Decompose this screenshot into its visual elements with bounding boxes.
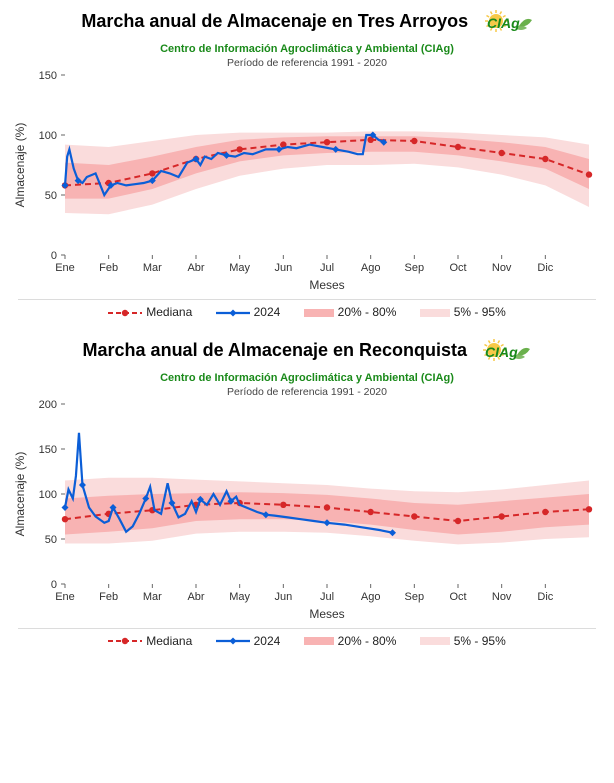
x-axis-label: Meses <box>309 607 344 621</box>
x-tick-label: Abr <box>187 262 204 274</box>
median-point <box>280 501 286 507</box>
x-tick-label: Ago <box>361 591 381 603</box>
y-tick-label: 50 <box>45 190 57 202</box>
x-tick-label: Feb <box>99 262 118 274</box>
median-point <box>324 139 330 145</box>
median-point <box>586 171 592 177</box>
y-tick-label: 150 <box>39 70 57 82</box>
chart-subtitle: Centro de Información Agroclimática y Am… <box>10 372 604 384</box>
median-point <box>455 518 461 524</box>
x-tick-label: Jun <box>274 591 292 603</box>
x-tick-label: Dic <box>537 262 553 274</box>
median-point <box>411 138 417 144</box>
chart-plot: 0 50 100 150 200 Ene Feb Mar Abr May Jun Jul Ago Sep O… <box>10 398 604 628</box>
x-axis-label: Meses <box>309 278 344 292</box>
y-tick-label: 150 <box>39 444 57 456</box>
ciag-logo: CIAg <box>477 335 531 368</box>
median-point <box>498 513 504 519</box>
median-point <box>455 144 461 150</box>
y-tick-label: 100 <box>39 489 57 501</box>
x-tick-label: Ago <box>361 262 381 274</box>
legend-outer-band: 5% - 95% <box>420 634 506 648</box>
chart-block-0: Marcha anual de Almacenaje en Tres Arroy… <box>0 0 614 329</box>
y-axis-label: Almacenaje (%) <box>13 123 27 208</box>
x-tick-label: Mar <box>143 591 162 603</box>
y-tick-label: 0 <box>51 250 57 262</box>
median-point <box>236 146 242 152</box>
chart-title: Marcha anual de Almacenaje en Tres Arroy… <box>81 11 468 32</box>
legend-inner-band: 20% - 80% <box>304 305 397 319</box>
chart-block-1: Marcha anual de Almacenaje en Reconquist… <box>0 329 614 658</box>
legend-median: Mediana <box>108 634 192 648</box>
legend-inner-band: 20% - 80% <box>304 634 397 648</box>
x-tick-label: Jun <box>274 262 292 274</box>
ciag-logo-icon: CIAg <box>477 335 531 363</box>
x-tick-label: Jul <box>320 591 334 603</box>
x-tick-label: Nov <box>492 591 512 603</box>
x-tick-label: Sep <box>405 262 425 274</box>
median-point <box>324 504 330 510</box>
median-point <box>542 509 548 515</box>
legend-outer-band: 5% - 95% <box>420 305 506 319</box>
chart-period: Período de referencia 1991 - 2020 <box>10 57 604 69</box>
chart-legend: Mediana 2024 20% - 80% 5% - 95% <box>0 300 614 329</box>
x-tick-label: Sep <box>405 591 425 603</box>
x-tick-label: Nov <box>492 262 512 274</box>
median-point <box>542 156 548 162</box>
legend-current: 2024 <box>216 305 281 319</box>
chart-header: Marcha anual de Almacenaje en Tres Arroy… <box>0 0 614 69</box>
chart-header: Marcha anual de Almacenaje en Reconquist… <box>0 329 614 398</box>
x-tick-label: Oct <box>449 591 466 603</box>
y-tick-label: 100 <box>39 130 57 142</box>
x-tick-label: May <box>229 262 250 274</box>
y-tick-label: 200 <box>39 399 57 411</box>
x-tick-label: Ene <box>55 591 75 603</box>
y-tick-label: 0 <box>51 579 57 591</box>
y-tick-label: 50 <box>45 534 57 546</box>
x-tick-label: Dic <box>537 591 553 603</box>
chart-period: Período de referencia 1991 - 2020 <box>10 386 604 398</box>
svg-text:CIAg: CIAg <box>487 15 520 31</box>
chart-legend: Mediana 2024 20% - 80% 5% - 95% <box>0 629 614 658</box>
svg-text:CIAg: CIAg <box>485 344 518 360</box>
legend-current: 2024 <box>216 634 281 648</box>
median-point <box>498 150 504 156</box>
x-tick-label: Ene <box>55 262 75 274</box>
median-point <box>367 509 373 515</box>
legend-median: Mediana <box>108 305 192 319</box>
median-point <box>411 513 417 519</box>
chart-title: Marcha anual de Almacenaje en Reconquist… <box>83 340 467 361</box>
chart-subtitle: Centro de Información Agroclimática y Am… <box>10 43 604 55</box>
plot-area: 0 50 100 150 Ene Feb Mar Abr May Jun Jul Ago Sep Oct N… <box>10 69 604 299</box>
x-tick-label: Mar <box>143 262 162 274</box>
y-axis-label: Almacenaje (%) <box>13 451 27 536</box>
median-point <box>149 170 155 176</box>
x-tick-label: Jul <box>320 262 334 274</box>
plot-area: 0 50 100 150 200 Ene Feb Mar Abr May Jun Jul Ago Sep O… <box>10 398 604 628</box>
median-point <box>62 516 68 522</box>
x-tick-label: Oct <box>449 262 466 274</box>
ciag-logo-icon: CIAg <box>479 6 533 34</box>
x-tick-label: Abr <box>187 591 204 603</box>
ciag-logo: CIAg <box>479 6 533 39</box>
x-tick-label: May <box>229 591 250 603</box>
median-point <box>586 506 592 512</box>
chart-plot: 0 50 100 150 Ene Feb Mar Abr May Jun Jul Ago Sep Oct N… <box>10 69 604 299</box>
x-tick-label: Feb <box>99 591 118 603</box>
